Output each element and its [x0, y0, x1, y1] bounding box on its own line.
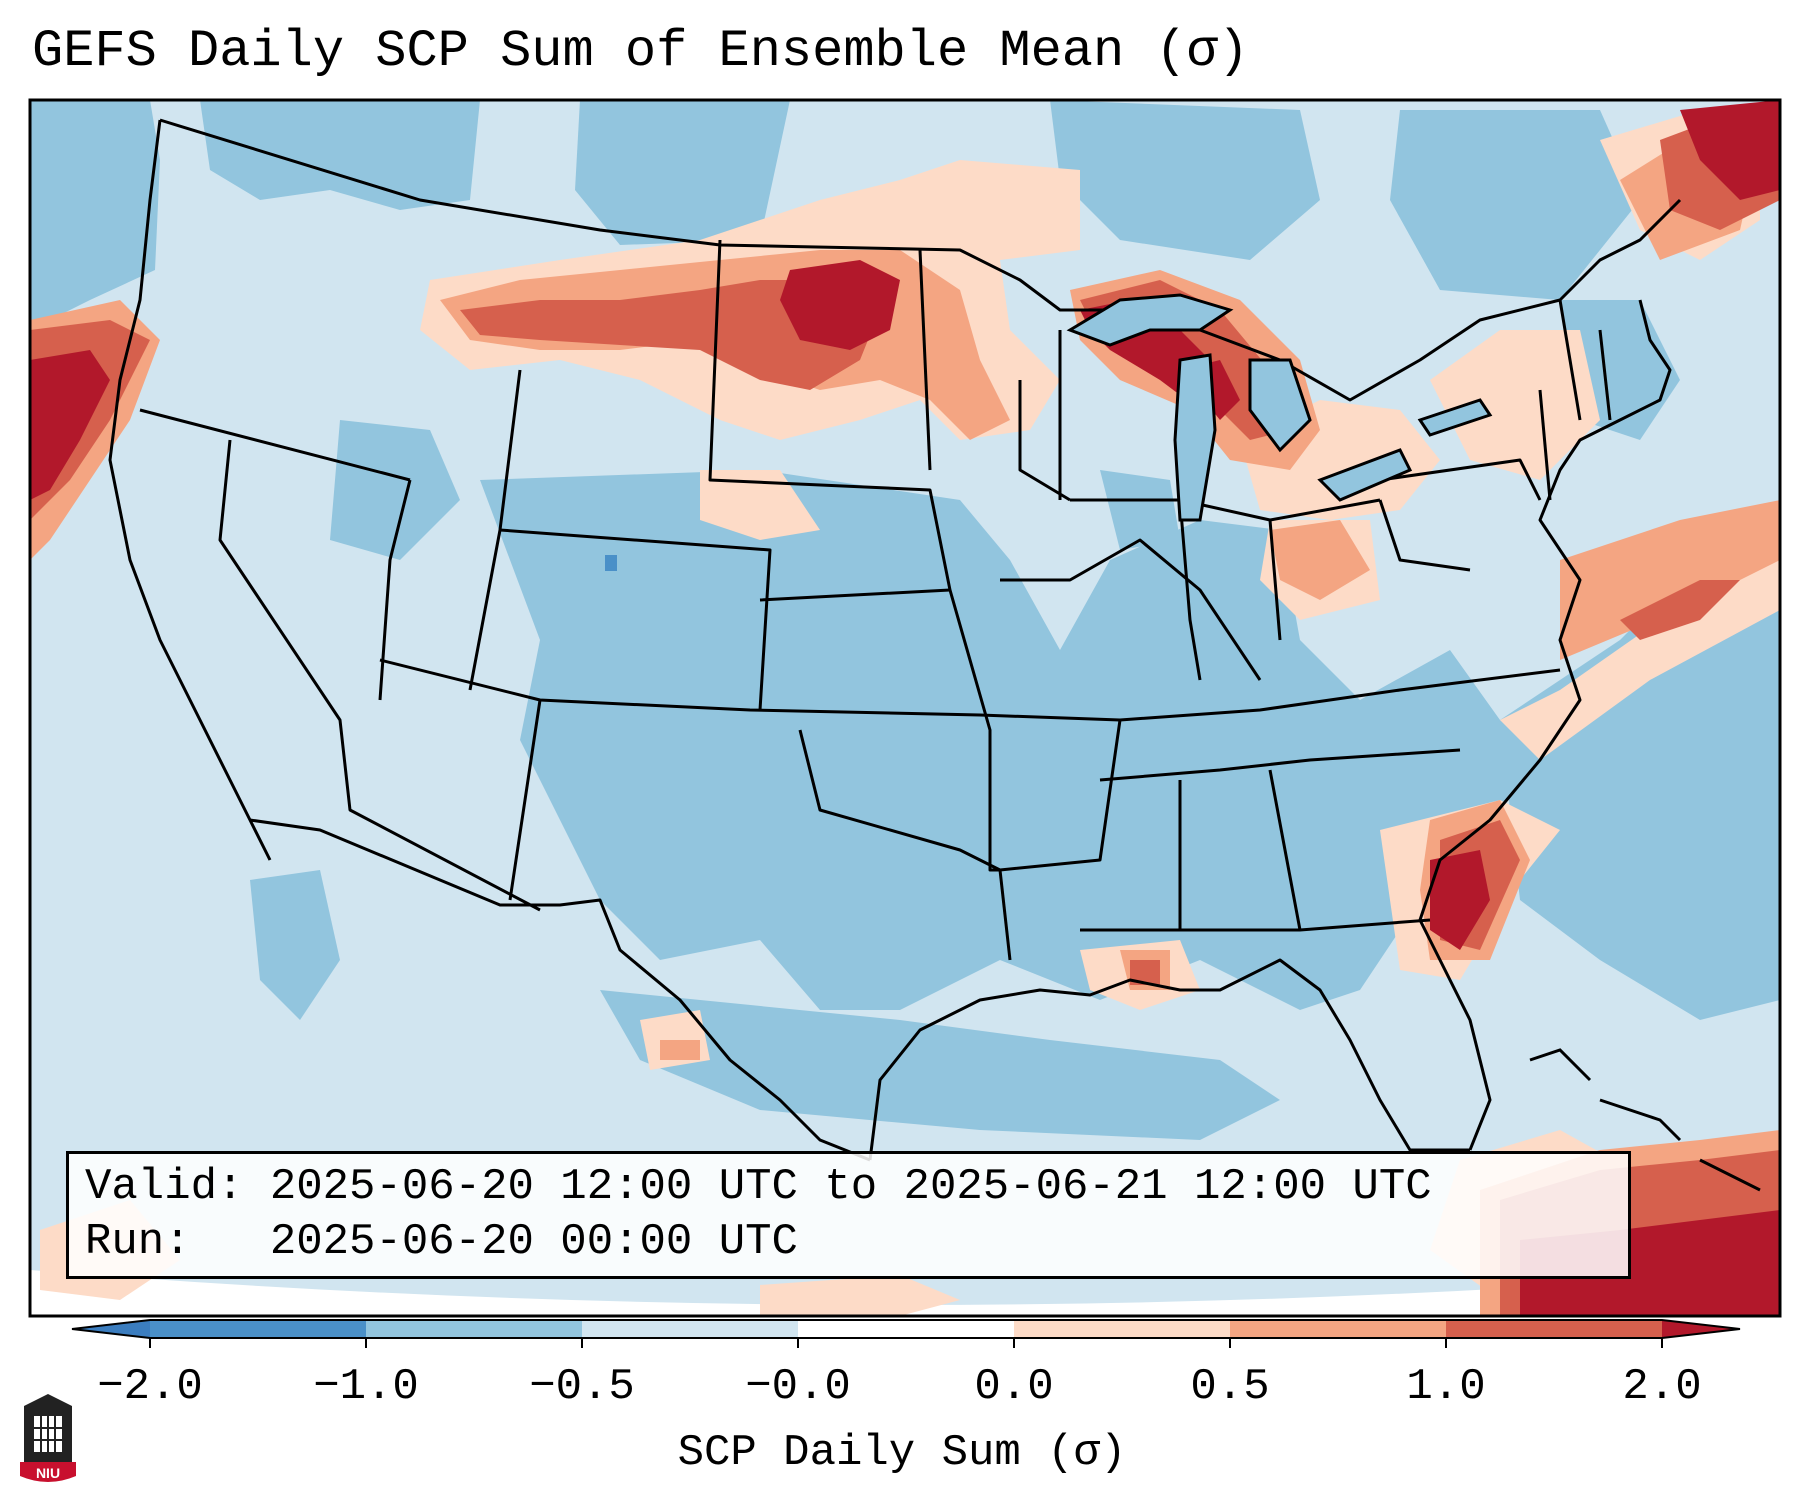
colorbar-bin--1-to--0.5 [366, 1320, 582, 1338]
colorbar-tick-label: 1.0 [1406, 1362, 1486, 1412]
state-and-country-borders [108, 118, 1682, 1162]
run-value: 2025-06-20 00:00 UTC [269, 1217, 798, 1267]
colorbar-over-arrow [1662, 1320, 1740, 1338]
colorbar-bin-0-to-0.5 [1014, 1320, 1230, 1338]
colorbar-ticks [149, 1338, 1663, 1348]
colorbar-tick-label: −0.5 [529, 1362, 635, 1412]
chart-title: GEFS Daily SCP Sum of Ensemble Mean (σ) [32, 22, 1249, 81]
colorbar-under-arrow [72, 1320, 150, 1338]
colorbar-bin-1-to-2 [1446, 1320, 1662, 1338]
colorbar-title: SCP Daily Sum (σ) [677, 1428, 1127, 1478]
run-label: Run: [85, 1217, 191, 1267]
valid-run-info-box: Valid: 2025-06-20 12:00 UTC to 2025-06-2… [66, 1151, 1631, 1279]
colorbar-bin--0.5-to-0 [582, 1320, 798, 1338]
colorbar-tick-label: 0.0 [974, 1362, 1054, 1412]
great-lakes [1066, 293, 1493, 522]
niu-logo-icon: NIU [20, 1394, 76, 1482]
scp-field-pixel-min [605, 555, 617, 571]
colorbar-tick-label: 0.5 [1190, 1362, 1270, 1412]
map-panel [30, 100, 1780, 1316]
colorbar-bin--2-to--1 [150, 1320, 366, 1338]
valid-value: 2025-06-20 12:00 UTC to 2025-06-21 12:00… [269, 1162, 1432, 1212]
colorbar-tick-label: −2.0 [97, 1362, 203, 1412]
valid-label: Valid: [85, 1162, 244, 1212]
colorbar-bin-0-to-0 [798, 1320, 1014, 1338]
map-frame [28, 98, 1782, 1318]
caribbean-islands [1529, 1048, 1761, 1192]
colorbar-tick-label: −0.0 [745, 1362, 851, 1412]
logo-text: NIU [36, 1465, 60, 1481]
colorbar-bin-0.5-to-1 [1230, 1320, 1446, 1338]
colorbar [71, 1319, 1741, 1348]
colorbar-tick-label: −1.0 [313, 1362, 419, 1412]
colorbar-tick-label: 2.0 [1622, 1362, 1702, 1412]
